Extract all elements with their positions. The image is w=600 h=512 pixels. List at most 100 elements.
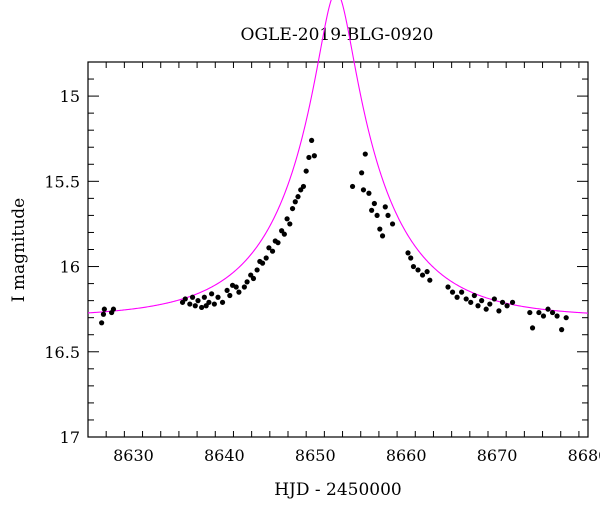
data-point [259,260,266,266]
data-point [360,187,367,193]
x-tick-label: 8670 [477,446,518,465]
data-point [499,299,506,305]
data-point [209,291,215,297]
data-point [266,245,272,251]
data-point [201,294,207,300]
data-point [254,267,260,273]
data-point [101,306,107,312]
data-point [206,299,212,305]
data-point [371,200,377,207]
data-point [309,137,315,144]
data-point [250,275,257,282]
data-point [233,284,239,290]
chart-title: OGLE-2019-BLG-0920 [241,25,434,45]
data-point [110,306,117,312]
y-axis-label: I magnitude [9,198,29,302]
data-point [559,327,565,333]
data-point [311,153,317,159]
data-point [385,212,391,219]
x-tick-label: 8660 [386,446,427,465]
data-point [563,315,569,321]
data-point [454,294,460,300]
x-tick-label: 8630 [113,446,154,465]
data-point [224,287,230,294]
y-tick-label: 15.5 [44,172,80,191]
data-point [362,151,368,157]
data-point [408,255,414,261]
data-point [491,296,497,302]
data-point [379,233,386,239]
data-point [366,190,372,196]
plot-area [87,0,589,438]
data-point [199,304,205,311]
data-point [263,255,269,261]
data-point [227,292,233,299]
data-point [236,289,242,295]
data-point [389,221,396,227]
data-point [219,299,226,305]
data-point [419,272,426,278]
data-point [100,311,107,317]
data-point [287,221,293,227]
data-point [303,168,309,174]
data-point [359,170,365,176]
data-point [536,309,542,316]
data-point [449,289,456,295]
data-point [405,250,411,256]
data-point [195,298,201,304]
data-point [471,292,477,299]
y-tick-labels: 15 15.5 16 16.5 17 [44,87,80,447]
data-point [459,289,465,295]
data-point [300,183,307,190]
data-point [241,284,247,290]
data-point [215,294,221,300]
data-point [496,308,502,314]
axis-ticks [87,61,588,438]
data-point [295,194,301,200]
data-point [189,294,196,300]
data-point [527,309,533,316]
y-tick-label: 16 [60,258,80,277]
data-point [504,303,510,309]
data-point [211,301,217,307]
data-point [275,240,281,246]
x-tick-labels: 8630 8640 8650 8660 8670 8680 [113,446,600,465]
data-point [377,226,383,232]
data-point [99,320,105,326]
data-point [187,301,193,307]
data-point [445,284,451,290]
data-point [192,303,198,309]
data-point [545,306,551,312]
y-tick-label: 17 [60,428,80,447]
data-point [463,296,469,302]
data-point [269,248,276,254]
data-point [483,306,489,312]
data-point [349,183,356,190]
data-point [540,313,547,319]
data-point [289,205,296,212]
x-tick-label: 8640 [204,446,245,465]
data-point [549,309,556,316]
data-point [509,299,516,305]
data-point [554,313,560,319]
y-tick-label: 16.5 [44,343,80,362]
plot-frame [87,61,589,438]
data-point [475,303,481,309]
data-points [99,137,569,333]
data-point [182,296,188,302]
data-point [487,301,493,307]
data-point [529,325,536,331]
data-point [479,298,485,304]
data-point [244,279,250,285]
x-axis-label: HJD - 2450000 [274,480,402,500]
data-point [382,204,388,210]
y-tick-label: 15 [60,87,80,106]
data-point [427,277,433,283]
data-point [468,299,474,305]
data-point [415,267,421,273]
data-point [281,231,287,237]
data-point [306,154,312,161]
x-tick-label: 8680 [568,446,600,465]
data-point [410,263,417,270]
